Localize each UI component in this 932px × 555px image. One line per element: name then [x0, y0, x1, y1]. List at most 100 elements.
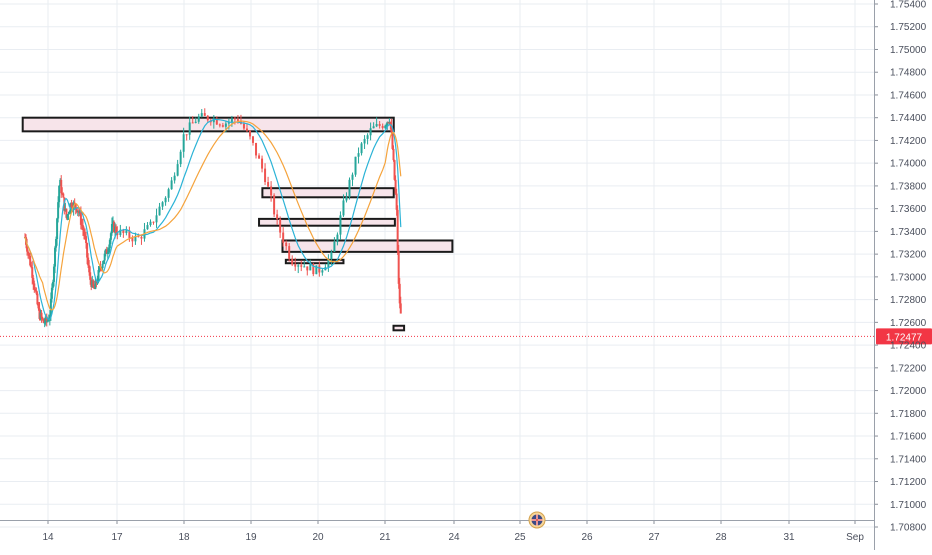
- candle-body: [116, 232, 119, 236]
- candle-body: [279, 218, 282, 233]
- candle-body: [354, 156, 357, 175]
- zone-rectangle[interactable]: [281, 239, 454, 253]
- candle-body: [65, 208, 68, 218]
- candle-body: [115, 226, 118, 233]
- candle-body: [82, 229, 85, 235]
- candle-body: [203, 113, 206, 116]
- candle-body: [101, 263, 104, 269]
- candle-body: [108, 239, 111, 249]
- candle-body: [106, 252, 109, 254]
- y-tick-label: 1.71200: [890, 477, 927, 488]
- candle-body: [61, 193, 64, 195]
- zone-rectangle[interactable]: [258, 217, 396, 227]
- candle-body: [140, 236, 143, 239]
- zone-rectangle[interactable]: [392, 324, 406, 332]
- candle-body: [94, 280, 97, 289]
- candle-body: [303, 266, 306, 268]
- candle-body: [395, 193, 398, 210]
- y-tick-label: 1.72200: [890, 363, 927, 374]
- candle-body: [387, 122, 390, 124]
- candle-body: [372, 126, 375, 129]
- candle-body: [351, 174, 354, 180]
- candle-body: [95, 280, 98, 283]
- y-tick-label: 1.72800: [890, 295, 927, 306]
- candle-body: [267, 182, 270, 187]
- candle-body: [51, 281, 54, 288]
- candle-body: [137, 236, 140, 238]
- ma-slow-line: [24, 120, 402, 311]
- candle-body: [54, 247, 57, 267]
- candle-body: [398, 283, 401, 304]
- candle-body: [33, 283, 36, 290]
- y-tick-label: 1.72000: [890, 386, 927, 397]
- candle-body: [85, 236, 88, 244]
- candle-body: [66, 214, 69, 218]
- x-tick-label: 26: [581, 532, 593, 543]
- current-price-label: 1.72477: [886, 332, 923, 343]
- candle-body: [176, 164, 179, 176]
- tradingview-flag-icon[interactable]: [528, 511, 546, 529]
- candle-body: [58, 185, 61, 203]
- candle-body: [233, 118, 236, 120]
- candle-body: [291, 258, 294, 265]
- candle-body: [125, 230, 128, 234]
- y-tick-label: 1.74600: [890, 90, 927, 101]
- y-tick-label: 1.74000: [890, 159, 927, 170]
- y-tick-label: 1.73400: [890, 227, 927, 238]
- candle-body: [27, 251, 30, 254]
- candle-body: [119, 229, 122, 236]
- candle-body: [28, 253, 31, 256]
- candle-body: [315, 265, 318, 275]
- current-price-label-bg: [876, 328, 932, 345]
- x-tick-label: 25: [514, 532, 526, 543]
- candle-body: [40, 312, 43, 318]
- candle-body: [366, 135, 369, 139]
- y-tick-label: 1.73000: [890, 272, 927, 283]
- candle-body: [102, 260, 105, 264]
- zone-rectangle[interactable]: [284, 258, 345, 265]
- y-tick-label: 1.71000: [890, 500, 927, 511]
- candle-body: [49, 298, 52, 316]
- candle-body: [206, 115, 209, 121]
- candle-body: [68, 211, 71, 214]
- candle-body: [396, 209, 399, 252]
- x-tick-label: 19: [245, 532, 257, 543]
- candle-body: [200, 113, 203, 117]
- candle-body: [47, 319, 50, 321]
- candle-body: [394, 179, 397, 194]
- candle-body: [212, 118, 215, 123]
- candle-body: [312, 264, 315, 275]
- candle-body: [245, 128, 248, 131]
- y-tick-label: 1.74200: [890, 136, 927, 147]
- candle-body: [105, 249, 108, 254]
- candle-body: [75, 208, 78, 212]
- x-tick-label: 24: [448, 532, 460, 543]
- moving-average-lines: [24, 118, 402, 321]
- candle-body: [88, 265, 91, 273]
- y-tick-label: 1.70800: [890, 523, 927, 534]
- candle-body: [158, 206, 161, 216]
- y-tick-label: 1.71800: [890, 409, 927, 420]
- candle-body: [182, 134, 185, 152]
- candle-body: [81, 225, 84, 230]
- candle-body: [149, 221, 152, 226]
- y-tick-label: 1.73800: [890, 181, 927, 192]
- candle-body: [128, 230, 131, 238]
- y-tick-label: 1.75200: [890, 22, 927, 33]
- candle-body: [70, 203, 73, 208]
- candle-body: [224, 123, 227, 127]
- y-tick-label: 1.74400: [890, 113, 927, 124]
- supply-demand-zones: [21, 116, 454, 332]
- y-tick-label: 1.75400: [890, 0, 927, 11]
- candle-body: [297, 265, 300, 267]
- candle-body: [248, 130, 251, 137]
- x-tick-label: 31: [783, 532, 795, 543]
- candle-body: [86, 243, 89, 258]
- zone-rectangle[interactable]: [261, 187, 395, 199]
- candle-body: [399, 303, 402, 314]
- candle-body: [76, 210, 79, 212]
- candle-body: [46, 320, 49, 322]
- candle-body: [258, 155, 261, 159]
